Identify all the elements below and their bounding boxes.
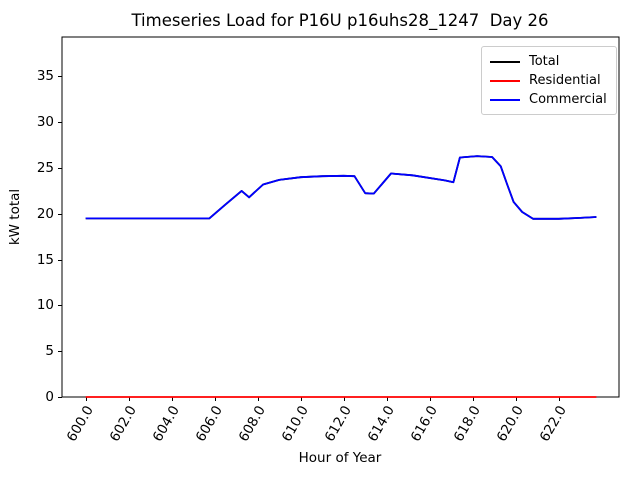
- legend-label-total: Total: [529, 54, 560, 69]
- y-tick-label: 25: [36, 159, 54, 176]
- y-tick-label: 20: [36, 205, 54, 222]
- y-tick-label: 5: [45, 343, 54, 360]
- total-line-swatch: [490, 60, 520, 63]
- legend-row-total: Total: [490, 52, 608, 71]
- y-tick-label: 35: [36, 68, 54, 85]
- figure: Timeseries Load for P16U p16uhs28_1247 D…: [7, 11, 620, 466]
- series-line-commercial: [85, 155, 597, 220]
- y-tick-label: 0: [45, 389, 54, 405]
- commercial-line-swatch: [490, 98, 520, 101]
- residential-line-swatch: [490, 79, 520, 82]
- legend-label-residential: Residential: [529, 73, 601, 88]
- y-tick-label: 30: [36, 114, 54, 131]
- legend-label-commercial: Commercial: [529, 92, 607, 107]
- chart-title: Timeseries Load for P16U p16uhs28_1247 D…: [131, 11, 549, 30]
- y-tick-label: 15: [36, 251, 54, 268]
- y-tick-label: 10: [36, 297, 54, 314]
- legend-row-residential: Residential: [490, 71, 608, 90]
- x-axis-label: Hour of Year: [298, 450, 382, 466]
- legend-row-commercial: Commercial: [490, 90, 608, 109]
- legend: Total Residential Commercial: [481, 46, 617, 115]
- plot-canvas: [58, 36, 620, 401]
